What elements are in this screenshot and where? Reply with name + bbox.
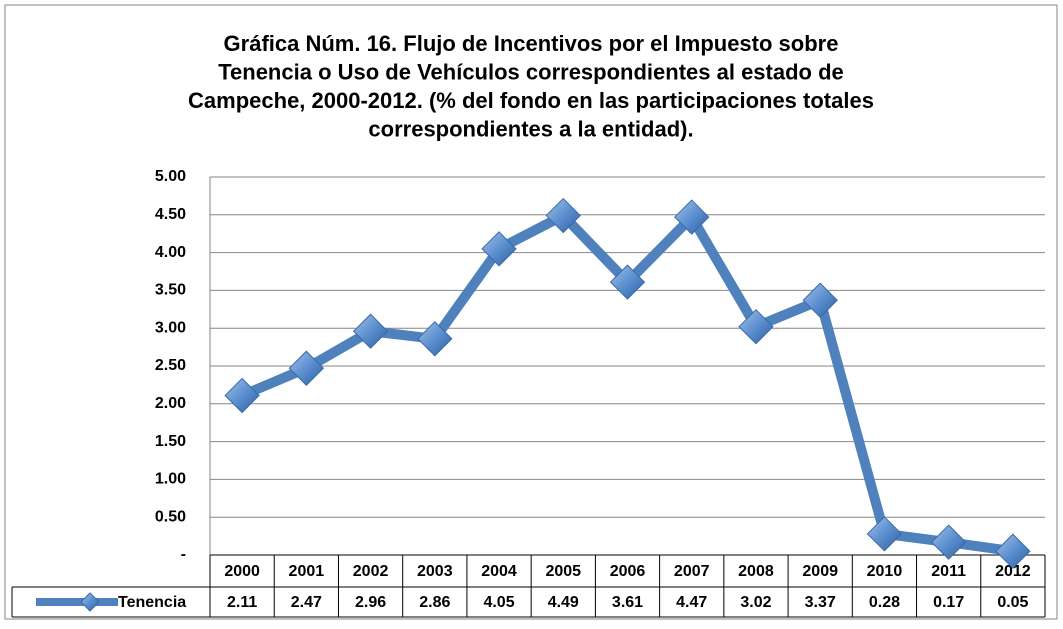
legend-label: Tenencia [118,594,186,611]
chart-title: Tenencia o Uso de Vehículos correspondie… [218,59,844,84]
y-tick-label: 1.50 [155,433,186,450]
y-tick-label: 2.50 [155,357,186,374]
table-value: 3.37 [805,594,836,611]
table-value: 2.96 [355,594,386,611]
x-tick-label: 2001 [289,563,325,580]
marker [995,533,1031,569]
y-tick-label: 0.50 [155,508,186,525]
table-value: 3.61 [612,594,643,611]
x-tick-label: 2004 [481,563,517,580]
x-tick-label: 2007 [674,563,710,580]
chart-title: Gráfica Núm. 16. Flujo de Incentivos por… [224,31,839,56]
x-tick-label: 2000 [224,563,260,580]
table-value: 3.02 [740,594,771,611]
y-tick-label: 1.00 [155,471,186,488]
table-value: 0.17 [933,594,964,611]
y-tick-label: 4.50 [155,206,186,223]
x-tick-label: 2002 [353,563,389,580]
legend-marker [80,592,100,612]
y-tick-label: 5.00 [155,168,186,185]
x-tick-label: 2011 [931,563,966,580]
x-tick-label: 2006 [610,563,646,580]
y-tick-label: - [181,546,186,563]
marker [224,377,260,414]
chart-title: Campeche, 2000-2012. (% del fondo en las… [188,88,874,113]
table-value: 2.11 [227,594,257,611]
marker [352,313,389,349]
table-value: 0.28 [869,594,900,611]
y-tick-label: 3.50 [155,282,186,299]
marker [674,199,710,235]
marker [738,308,774,345]
marker [288,350,325,386]
x-tick-label: 2005 [545,563,581,580]
marker [866,516,903,552]
table-value: 2.86 [419,594,450,611]
y-tick-label: 3.00 [155,319,186,336]
table-value: 4.05 [483,594,514,611]
y-tick-label: 4.00 [155,244,186,261]
table-value: 0.05 [997,594,1028,611]
chart-title: correspondientes a la entidad). [368,116,693,141]
x-tick-label: 2010 [867,563,903,580]
table-value: 2.47 [291,594,322,611]
marker [545,197,581,234]
x-tick-label: 2009 [802,563,838,580]
marker [481,231,517,267]
x-tick-label: 2003 [417,563,453,580]
y-tick-label: 2.00 [155,395,186,412]
table-value: 4.47 [676,594,707,611]
x-tick-label: 2012 [995,563,1031,580]
table-value: 4.49 [548,594,579,611]
marker [930,524,967,560]
x-tick-label: 2008 [738,563,774,580]
marker [417,321,453,357]
marker [609,264,646,300]
marker [802,282,838,318]
